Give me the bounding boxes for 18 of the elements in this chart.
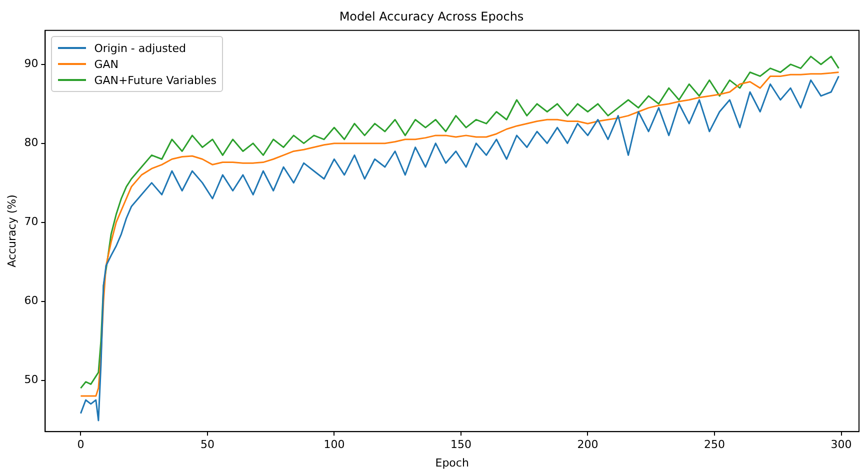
y-tick-label: 60 xyxy=(24,294,38,308)
x-tick-label: 200 xyxy=(577,438,598,452)
legend-label: Origin - adjusted xyxy=(94,42,186,55)
x-tick-label: 0 xyxy=(77,438,84,452)
y-axis-title: Accuracy (%) xyxy=(5,194,18,268)
y-tick-label: 50 xyxy=(24,373,38,386)
legend-label: GAN+Future Variables xyxy=(94,74,216,87)
x-tick-label: 250 xyxy=(704,438,725,452)
x-tick-label: 150 xyxy=(450,438,472,452)
x-tick-label: 100 xyxy=(324,438,345,452)
chart-title: Model Accuracy Across Epochs xyxy=(339,9,524,24)
legend-label: GAN xyxy=(94,58,118,71)
y-tick-label: 80 xyxy=(24,136,38,150)
x-tick-label: 50 xyxy=(200,438,214,452)
y-tick-label: 70 xyxy=(24,215,38,228)
y-tick-label: 90 xyxy=(24,57,38,70)
x-axis-title: Epoch xyxy=(435,456,469,470)
x-tick-label: 300 xyxy=(830,438,852,452)
